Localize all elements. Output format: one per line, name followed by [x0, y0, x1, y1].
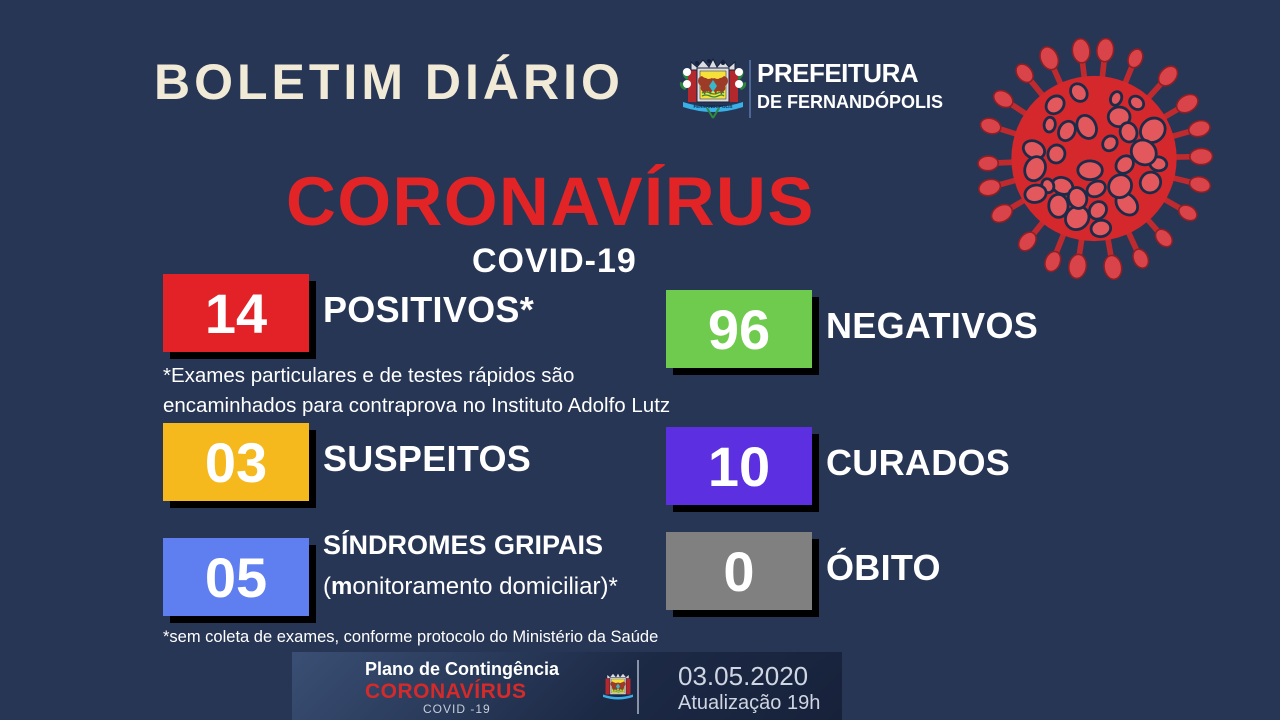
svg-text:FERNANDOPOLIS: FERNANDOPOLIS — [693, 104, 732, 109]
